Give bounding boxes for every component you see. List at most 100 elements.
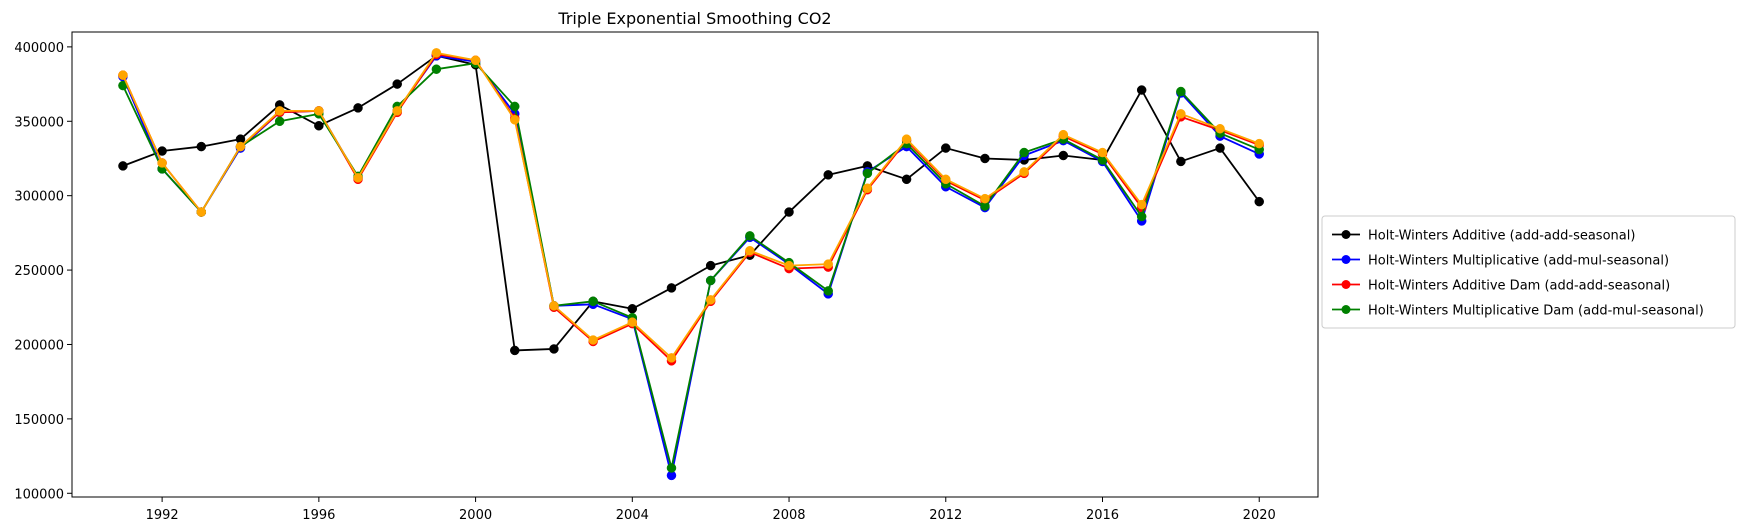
legend-label: Holt-Winters Multiplicative Dam (add-mul… [1368, 304, 1704, 319]
x-tick-label: 1992 [146, 508, 179, 523]
x-tick-label: 2004 [616, 508, 649, 523]
data-point [823, 170, 833, 180]
data-point [745, 245, 755, 256]
data-point [353, 173, 363, 183]
legend-item: Holt-Winters Additive Dam (add-add-seaso… [1332, 279, 1670, 294]
legend-marker [1341, 255, 1351, 264]
data-point [823, 259, 833, 269]
data-point [1019, 147, 1029, 158]
y-axis: 100000 150000 200000 250000 300000 350000 4000… [14, 41, 72, 502]
data-point [1254, 196, 1264, 207]
data-point [510, 345, 520, 356]
data-point [941, 143, 951, 153]
data-point [1176, 86, 1186, 97]
legend-label: Holt-Winters Multiplicative (add-mul-sea… [1368, 254, 1669, 269]
series-line [122, 54, 1260, 352]
data-point [980, 153, 990, 164]
y-tick-label: 300000 [14, 190, 64, 205]
series-3 [118, 49, 1264, 366]
x-tick-label: 2020 [1243, 508, 1276, 523]
data-point [1215, 143, 1225, 153]
legend-item: Holt-Winters Additive (add-add-seasonal) [1332, 229, 1635, 244]
data-point [980, 193, 990, 204]
data-point [235, 141, 246, 152]
data-point [157, 158, 167, 168]
y-tick-label: 150000 [14, 413, 64, 428]
data-point [1254, 138, 1264, 149]
data-point [1019, 167, 1029, 177]
series-line [122, 51, 1260, 359]
data-point [784, 207, 794, 217]
data-point [470, 55, 481, 66]
data-point [1058, 150, 1069, 161]
plot-frame [71, 31, 1319, 498]
data-point [705, 260, 716, 271]
data-point [705, 295, 716, 305]
legend-box [1321, 215, 1736, 329]
x-tick-label: 2000 [459, 508, 492, 523]
data-point [274, 116, 285, 127]
data-point [1058, 129, 1069, 140]
x-tick-label: 2012 [929, 508, 962, 523]
data-point [627, 304, 638, 314]
data-point [588, 335, 598, 345]
data-point [862, 183, 873, 193]
x-tick-label: 2016 [1086, 508, 1119, 523]
y-tick-label: 250000 [14, 264, 64, 279]
data-point [862, 168, 873, 179]
series-line [122, 53, 1260, 362]
data-point [705, 275, 716, 286]
data-point [784, 260, 794, 271]
x-axis: 1992 1996 2000 2004 2008 2012 2016 2020 [146, 497, 1276, 523]
data-point [431, 48, 442, 58]
data-point [196, 207, 207, 217]
data-point [314, 106, 324, 116]
data-point [1136, 211, 1147, 222]
legend-marker [1341, 280, 1351, 289]
data-point [1215, 123, 1225, 134]
data-point [941, 174, 951, 185]
data-point [823, 286, 833, 296]
data-point [1176, 156, 1186, 167]
data-point [118, 161, 128, 171]
y-tick-label: 100000 [14, 487, 64, 502]
data-point [666, 463, 677, 473]
data-point [274, 106, 285, 116]
data-point [745, 231, 755, 241]
series-1 [118, 51, 1264, 356]
legend-label: Holt-Winters Additive (add-add-seasonal) [1368, 229, 1635, 244]
x-tick-label: 2008 [772, 508, 805, 523]
data-point [627, 317, 638, 327]
data-point [901, 174, 912, 185]
data-point [666, 353, 677, 363]
data-point [392, 79, 402, 89]
data-point [392, 106, 402, 116]
x-tick-label: 1996 [302, 508, 335, 523]
data-point [431, 64, 442, 74]
y-tick-label: 400000 [14, 41, 64, 56]
series-5 [118, 48, 1264, 363]
series-4 [118, 58, 1264, 473]
data-point [1097, 147, 1108, 158]
data-point [196, 141, 207, 152]
chart-title: Triple Exponential Smoothing CO2 [557, 9, 831, 28]
data-point [666, 283, 677, 293]
data-point [549, 301, 559, 311]
data-point [549, 344, 559, 354]
data-point [510, 115, 520, 125]
data-point [588, 296, 598, 307]
data-point [901, 134, 912, 144]
series-line [122, 62, 1260, 469]
legend-marker [1341, 230, 1351, 239]
data-point [1136, 85, 1147, 95]
legend-marker [1341, 305, 1351, 314]
data-point [118, 70, 128, 80]
legend: Holt-Winters Additive (add-add-seasonal)… [1321, 215, 1736, 329]
y-tick-label: 350000 [14, 115, 64, 130]
data-point [353, 103, 363, 113]
legend-item: Holt-Winters Multiplicative (add-mul-sea… [1332, 254, 1669, 269]
legend-item: Holt-Winters Multiplicative Dam (add-mul… [1332, 304, 1704, 319]
data-point [314, 120, 324, 131]
